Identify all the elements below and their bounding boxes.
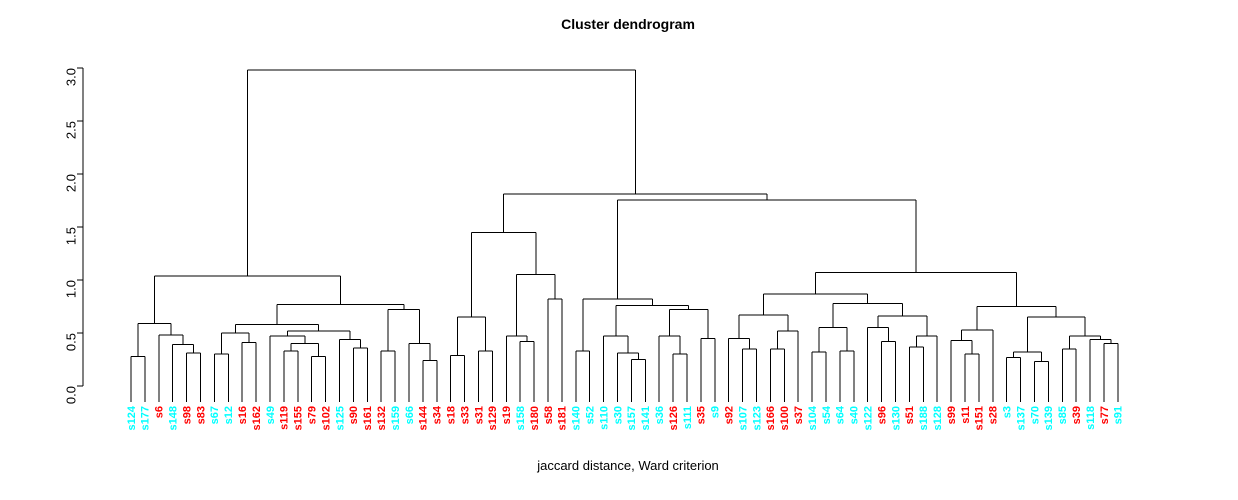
leaf-label: s64 xyxy=(835,405,847,424)
leaf-label: s70 xyxy=(1029,406,1041,424)
leaf-label: s110 xyxy=(598,406,610,430)
leaf-label: s104 xyxy=(807,405,819,430)
leaf-label: s85 xyxy=(1057,406,1069,424)
leaf-label: s54 xyxy=(821,405,833,424)
leaf-label: s3 xyxy=(1002,406,1014,418)
leaf-label: s125 xyxy=(334,406,346,430)
leaf-label: s119 xyxy=(279,406,291,430)
leaf-label: s79 xyxy=(307,406,319,424)
leaf-label: s162 xyxy=(251,406,263,430)
y-tick-label: 0.5 xyxy=(64,333,79,351)
leaf-label: s99 xyxy=(946,406,958,424)
leaf-label: s188 xyxy=(918,406,930,430)
leaf-label: s37 xyxy=(793,406,805,424)
leaf-label: s151 xyxy=(974,406,986,430)
leaf-label: s77 xyxy=(1099,406,1111,424)
leaf-label: s102 xyxy=(320,406,332,430)
leaf-label: s157 xyxy=(626,406,638,430)
leaf-label: s118 xyxy=(1085,406,1097,430)
leaf-label: s141 xyxy=(640,406,652,430)
leaf-label: s49 xyxy=(265,406,277,424)
leaf-label: s144 xyxy=(418,405,430,430)
leaf-label: s40 xyxy=(849,406,861,424)
y-tick-label: 2.0 xyxy=(64,174,79,192)
leaf-label: s31 xyxy=(473,406,485,424)
leaf-label: s159 xyxy=(390,406,402,430)
leaf-label: s132 xyxy=(376,406,388,430)
leaf-label: s98 xyxy=(181,406,193,424)
leaf-label: s158 xyxy=(515,406,527,430)
leaf-label: s148 xyxy=(168,406,180,430)
leaf-label: s139 xyxy=(1043,406,1055,430)
leaf-label: s100 xyxy=(779,406,791,430)
y-tick-label: 1.5 xyxy=(64,227,79,245)
leaf-label: s140 xyxy=(571,406,583,430)
leaf-label: s128 xyxy=(932,406,944,430)
leaf-label: s180 xyxy=(529,406,541,430)
leaf-label: s161 xyxy=(362,406,374,430)
leaf-label: s107 xyxy=(737,406,749,430)
leaf-label: s66 xyxy=(404,406,416,424)
leaf-label: s67 xyxy=(209,406,221,424)
leaf-label: s181 xyxy=(557,406,569,430)
leaf-label: s96 xyxy=(876,406,888,424)
leaf-label: s52 xyxy=(585,406,597,424)
leaf-label: s51 xyxy=(904,406,916,424)
leaf-label: s155 xyxy=(293,406,305,430)
y-tick-label: 3.0 xyxy=(64,68,79,86)
leaf-label: s129 xyxy=(487,406,499,430)
leaf-label: s12 xyxy=(223,406,235,424)
leaf-label: s36 xyxy=(654,406,666,424)
leaf-label: s35 xyxy=(696,406,708,424)
y-tick-label: 2.5 xyxy=(64,121,79,139)
leaf-label: s34 xyxy=(432,405,444,424)
y-tick-label: 1.0 xyxy=(64,280,79,298)
leaf-label: s6 xyxy=(154,406,166,418)
x-axis-label: jaccard distance, Ward criterion xyxy=(537,458,719,473)
leaf-label: s28 xyxy=(988,406,1000,424)
chart-title: Cluster dendrogram xyxy=(561,16,695,32)
leaf-label: s177 xyxy=(140,406,152,430)
leaf-label: s90 xyxy=(348,406,360,424)
leaf-label: s39 xyxy=(1071,406,1083,424)
leaf-label: s166 xyxy=(765,406,777,430)
leaf-label: s130 xyxy=(890,406,902,430)
leaf-label: s137 xyxy=(1015,406,1027,430)
leaf-label: s91 xyxy=(1113,406,1125,424)
leaf-label: s123 xyxy=(751,406,763,430)
y-tick-label: 0.0 xyxy=(64,386,79,404)
leaf-label: s111 xyxy=(682,406,694,429)
leaf-label: s9 xyxy=(710,406,722,418)
leaf-label: s83 xyxy=(195,406,207,424)
leaf-label: s124 xyxy=(126,405,138,430)
leaf-label: s122 xyxy=(863,406,875,430)
leaf-label: s18 xyxy=(446,406,458,424)
leaf-label: s16 xyxy=(237,406,249,424)
leaf-label: s58 xyxy=(543,406,555,424)
leaf-label: s30 xyxy=(612,406,624,424)
leaf-label: s19 xyxy=(501,406,513,424)
leaf-label: s33 xyxy=(459,406,471,424)
leaf-label: s92 xyxy=(724,406,736,424)
leaf-label: s126 xyxy=(668,406,680,430)
leaf-label: s11 xyxy=(960,406,972,424)
